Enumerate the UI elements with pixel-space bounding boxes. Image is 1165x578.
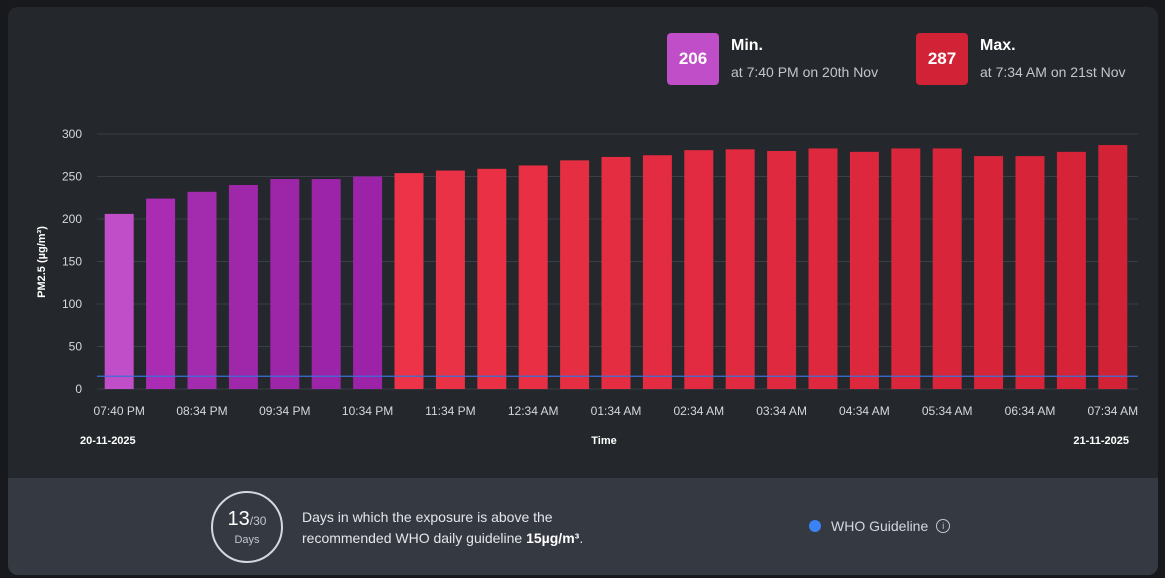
x-tick-label: 11:34 PM — [425, 404, 475, 418]
bar — [1015, 156, 1045, 389]
y-tick-label: 150 — [62, 255, 82, 269]
pm25-bar-chart: 0 50 100 150 200 250 300 07:40 PM 08:34 PM 09:34 … — [36, 127, 1138, 447]
bar — [477, 168, 507, 389]
bar — [891, 148, 921, 389]
days-count: 13 — [227, 508, 250, 530]
exposure-description: Days in which the exposure is above the … — [302, 507, 632, 549]
info-icon[interactable]: i — [936, 519, 951, 533]
legend-dot-icon — [809, 520, 821, 532]
bar — [808, 148, 838, 389]
days-ring: 13/30 Days — [211, 491, 283, 563]
max-badge: 287 — [916, 33, 968, 85]
max-stat: 287 Max. at 7:34 AM on 21st Nov — [916, 33, 1126, 85]
bar — [518, 165, 548, 389]
x-tick-label: 07:40 PM — [94, 404, 145, 418]
bar — [974, 156, 1004, 389]
exposure-text-end: . — [579, 530, 584, 546]
bar — [435, 170, 465, 389]
start-date-label: 20-11-2025 — [80, 435, 136, 447]
x-tick-label: 06:34 AM — [1005, 404, 1056, 418]
y-axis-title: PM2.5 (µg/m³) — [36, 226, 48, 298]
bar — [228, 185, 258, 389]
bar — [849, 151, 879, 389]
max-title: Max. — [980, 37, 1016, 54]
bar — [725, 149, 755, 389]
pm25-card: 0 50 100 150 200 250 300 07:40 PM 08:34 PM 09:34 … — [8, 7, 1158, 575]
legend-label: WHO Guideline — [831, 518, 929, 534]
x-tick-label: 02:34 AM — [673, 404, 724, 418]
y-tick-label: 50 — [69, 340, 83, 354]
y-tick-label: 100 — [62, 297, 82, 311]
x-tick-label: 07:34 AM — [1087, 404, 1138, 418]
bar — [1098, 145, 1128, 389]
guideline-value: 15µg/m³ — [526, 530, 580, 546]
bar — [270, 179, 300, 389]
x-tick-label: 12:34 AM — [508, 404, 559, 418]
bar — [187, 191, 217, 389]
bar — [767, 151, 797, 389]
x-tick-label: 01:34 AM — [591, 404, 642, 418]
bar — [146, 198, 176, 389]
who-legend[interactable]: WHO Guideline i — [809, 518, 951, 534]
exposure-footer: 13/30 Days Days in which the exposure is… — [8, 478, 1158, 575]
x-tick-label: 04:34 AM — [839, 404, 890, 418]
x-tick-label: 05:34 AM — [922, 404, 973, 418]
bar — [684, 150, 714, 389]
bar — [104, 213, 134, 389]
exposure-text: Days in which the exposure is above the … — [302, 509, 553, 546]
min-title: Min. — [731, 37, 763, 54]
y-tick-label: 250 — [62, 170, 82, 184]
x-axis-title: Time — [591, 435, 616, 447]
bar — [932, 148, 962, 389]
bar — [394, 173, 424, 389]
min-badge: 206 — [667, 33, 719, 85]
bar — [601, 156, 631, 389]
max-subtitle: at 7:34 AM on 21st Nov — [980, 64, 1126, 80]
days-label: Days — [234, 534, 260, 546]
bar — [560, 160, 590, 389]
x-tick-label: 03:34 AM — [756, 404, 807, 418]
end-date-label: 21-11-2025 — [1073, 435, 1129, 447]
bar — [311, 179, 341, 389]
x-tick-label: 10:34 PM — [342, 404, 393, 418]
min-subtitle: at 7:40 PM on 20th Nov — [731, 64, 879, 80]
x-tick-label: 09:34 PM — [259, 404, 310, 418]
bar — [1056, 151, 1086, 389]
y-tick-label: 200 — [62, 212, 82, 226]
bar — [642, 155, 672, 389]
x-tick-label: 08:34 PM — [176, 404, 227, 418]
bar — [353, 176, 383, 389]
min-stat: 206 Min. at 7:40 PM on 20th Nov — [667, 33, 878, 85]
y-tick-label: 0 — [75, 382, 82, 396]
y-tick-label: 300 — [62, 127, 82, 141]
days-total: /30 — [249, 514, 267, 528]
